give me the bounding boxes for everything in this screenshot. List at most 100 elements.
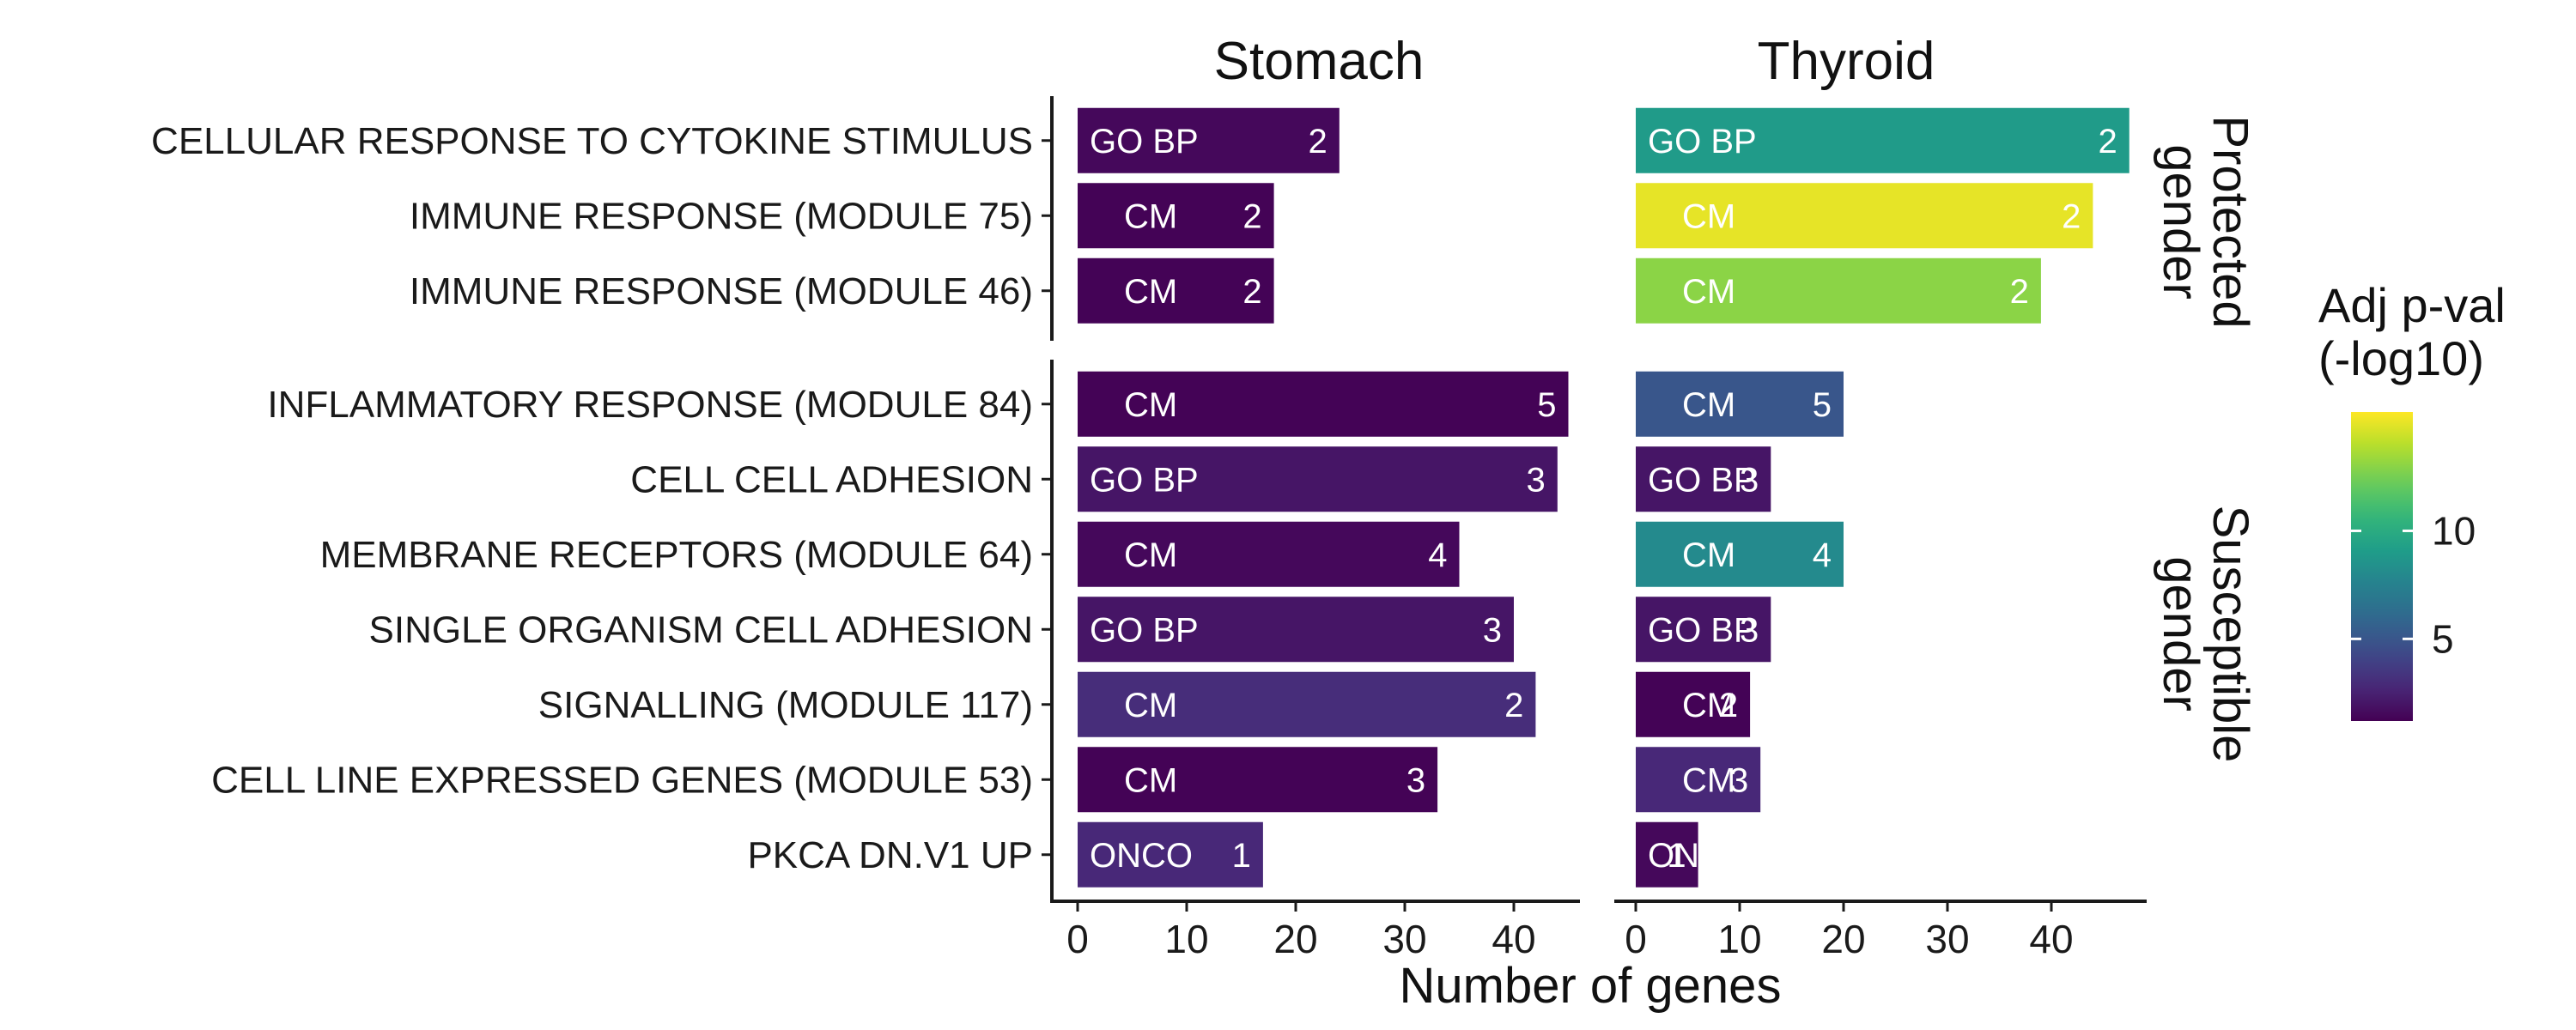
bar-type-label-stomach-cellular-response-to-cytokine-stimulus: GO BP <box>1090 123 1199 161</box>
bar-count-label-thyroid-cellular-response-to-cytokine-stimulus: 2 <box>2099 123 2117 161</box>
bar-type-label-thyroid-immune-response-module-46: CM <box>1682 273 1735 311</box>
category-label-membrane-receptors-module-64: MEMBRANE RECEPTORS (MODULE 64) <box>320 534 1033 576</box>
bar-thyroid-inflammatory-response-module-84 <box>1636 371 1844 437</box>
bar-count-label-thyroid-inflammatory-response-module-84: 5 <box>1813 386 1832 424</box>
strip-label-line: gender <box>2153 556 2208 712</box>
bar-type-label-thyroid-inflammatory-response-module-84: CM <box>1682 386 1735 424</box>
bar-thyroid-signalling-module-117 <box>1636 671 1751 737</box>
strip-label-line: Protected <box>2202 115 2258 328</box>
bar-stomach-single-organism-cell-adhesion <box>1078 597 1514 663</box>
bar-type-label-stomach-pkca-dn-v1-up: ONCO <box>1090 837 1193 875</box>
bar-count-label-stomach-pkca-dn-v1-up: 1 <box>1232 837 1251 875</box>
bar-thyroid-membrane-receptors-module-64 <box>1636 521 1844 587</box>
bar-type-label-stomach-single-organism-cell-adhesion: GO BP <box>1090 611 1199 649</box>
x-tick-label-stomach-0: 0 <box>1066 917 1089 961</box>
bar-type-label-thyroid-single-organism-cell-adhesion: GO BP <box>1648 611 1757 649</box>
bar-type-label-thyroid-signalling-module-117: CM <box>1682 687 1735 724</box>
bar-stomach-immune-response-module-75 <box>1078 183 1274 249</box>
facet-title-stomach: Stomach <box>1214 32 1425 91</box>
bar-count-label-stomach-immune-response-module-75: 2 <box>1242 197 1261 235</box>
bar-type-label-stomach-immune-response-module-46: CM <box>1124 273 1177 311</box>
x-tick-label-thyroid-20: 20 <box>1821 917 1865 961</box>
bar-thyroid-cellular-response-to-cytokine-stimulus <box>1636 107 2129 173</box>
bar-type-label-stomach-signalling-module-117: CM <box>1124 687 1177 724</box>
bar-count-label-thyroid-immune-response-module-46: 2 <box>2010 273 2029 311</box>
bar-count-label-thyroid-signalling-module-117: 2 <box>1719 687 1738 724</box>
bar-count-label-thyroid-cell-line-expressed-genes-module-53: 3 <box>1729 761 1748 799</box>
bar-stomach-pkca-dn-v1-up <box>1078 821 1263 888</box>
bar-thyroid-cell-cell-adhesion <box>1636 446 1771 512</box>
x-tick-label-thyroid-40: 40 <box>2029 917 2073 961</box>
bar-type-label-thyroid-cell-cell-adhesion: GO BP <box>1648 461 1757 499</box>
category-labels: CELLULAR RESPONSE TO CYTOKINE STIMULUS IM… <box>151 120 1033 876</box>
category-label-cell-cell-adhesion: CELL CELL ADHESION <box>630 458 1033 500</box>
bar-stomach-cell-line-expressed-genes-module-53 <box>1078 747 1438 813</box>
category-label-immune-response-module-46: IMMUNE RESPONSE (MODULE 46) <box>410 270 1033 312</box>
bar-count-label-stomach-immune-response-module-46: 2 <box>1242 273 1261 311</box>
legend-tick-label-10: 10 <box>2432 508 2476 553</box>
category-label-single-organism-cell-adhesion: SINGLE ORGANISM CELL ADHESION <box>369 609 1033 651</box>
colorbar-legend: Adj p-val(-log10) 5 10 <box>2318 278 2506 721</box>
x-tick-label-thyroid-0: 0 <box>1625 917 1647 961</box>
bar-stomach-signalling-module-117 <box>1078 671 1536 737</box>
bar-type-label-stomach-immune-response-module-75: CM <box>1124 197 1177 235</box>
bar-type-label-thyroid-cellular-response-to-cytokine-stimulus: GO BP <box>1648 123 1757 161</box>
bar-thyroid-single-organism-cell-adhesion <box>1636 597 1771 663</box>
legend-title-line-1: Adj p-val <box>2318 278 2506 332</box>
bar-type-label-thyroid-cell-line-expressed-genes-module-53: CM <box>1682 761 1735 799</box>
x-axis-title: Number of genes <box>1400 958 1782 1014</box>
bar-count-label-thyroid-immune-response-module-75: 2 <box>2062 197 2081 235</box>
strip-label-line: Susceptible <box>2202 506 2258 763</box>
strip-label-susceptible-gender: Susceptiblegender <box>2153 506 2258 763</box>
bar-type-label-stomach-membrane-receptors-module-64: CM <box>1124 536 1177 574</box>
axes: 0 10 20 30 40 0 10 20 30 40 <box>1042 96 2147 961</box>
bar-thyroid-immune-response-module-46 <box>1636 258 2041 324</box>
x-tick-label-stomach-10: 10 <box>1164 917 1208 961</box>
bars: GO BP 2CM 2CM 2CM 5GO BP 3CM 4GO BP 3CM 2CM 3ONCO… <box>1078 107 2129 888</box>
bar-type-label-thyroid-pkca-dn-v1-up: ONCO <box>1648 837 1751 875</box>
bar-stomach-inflammatory-response-module-84 <box>1078 371 1569 437</box>
bar-type-label-stomach-cell-line-expressed-genes-module-53: CM <box>1124 761 1177 799</box>
bar-type-label-stomach-inflammatory-response-module-84: CM <box>1124 386 1177 424</box>
x-tick-label-stomach-20: 20 <box>1273 917 1317 961</box>
bar-type-label-thyroid-immune-response-module-75: CM <box>1682 197 1735 235</box>
category-label-cellular-response-to-cytokine-stimulus: CELLULAR RESPONSE TO CYTOKINE STIMULUS <box>151 120 1033 162</box>
strip-label-line: gender <box>2153 144 2208 300</box>
category-label-inflammatory-response-module-84: INFLAMMATORY RESPONSE (MODULE 84) <box>267 384 1033 426</box>
category-label-immune-response-module-75: IMMUNE RESPONSE (MODULE 75) <box>410 195 1033 237</box>
bar-count-label-stomach-cellular-response-to-cytokine-stimulus: 2 <box>1309 123 1327 161</box>
x-tick-label-thyroid-30: 30 <box>1925 917 1969 961</box>
legend-colorbar <box>2351 412 2413 721</box>
bar-count-label-stomach-membrane-receptors-module-64: 4 <box>1428 536 1447 574</box>
bar-thyroid-cell-line-expressed-genes-module-53 <box>1636 747 1761 813</box>
bar-count-label-stomach-inflammatory-response-module-84: 5 <box>1537 386 1556 424</box>
legend-tick-label-5: 5 <box>2432 616 2454 661</box>
strip-label-protected-gender: Protectedgender <box>2153 115 2258 328</box>
facet-title-thyroid: Thyroid <box>1758 32 1935 91</box>
bar-count-label-stomach-single-organism-cell-adhesion: 3 <box>1483 611 1502 649</box>
bar-type-label-thyroid-membrane-receptors-module-64: CM <box>1682 536 1735 574</box>
legend-title-line-2: (-log10) <box>2318 331 2484 385</box>
bar-count-label-thyroid-single-organism-cell-adhesion: 3 <box>1740 611 1759 649</box>
category-label-cell-line-expressed-genes-module-53: CELL LINE EXPRESSED GENES (MODULE 53) <box>211 759 1033 801</box>
bar-type-label-stomach-cell-cell-adhesion: GO BP <box>1090 461 1199 499</box>
bar-count-label-stomach-signalling-module-117: 2 <box>1504 687 1523 724</box>
x-tick-label-stomach-30: 30 <box>1382 917 1426 961</box>
x-tick-label-stomach-40: 40 <box>1492 917 1535 961</box>
bar-count-label-thyroid-membrane-receptors-module-64: 4 <box>1813 536 1832 574</box>
bar-count-label-stomach-cell-cell-adhesion: 3 <box>1527 461 1546 499</box>
bar-count-label-thyroid-pkca-dn-v1-up: 1 <box>1667 837 1686 875</box>
bar-thyroid-pkca-dn-v1-up <box>1636 821 1698 888</box>
category-label-pkca-dn-v1-up: PKCA DN.V1 UP <box>747 834 1033 876</box>
bar-count-label-stomach-cell-line-expressed-genes-module-53: 3 <box>1406 761 1425 799</box>
bar-count-label-thyroid-cell-cell-adhesion: 3 <box>1740 461 1759 499</box>
bar-stomach-cell-cell-adhesion <box>1078 446 1558 512</box>
bar-stomach-membrane-receptors-module-64 <box>1078 521 1460 587</box>
facet-titles: Stomach Thyroid <box>1214 32 1935 91</box>
category-label-signalling-module-117: SIGNALLING (MODULE 117) <box>538 684 1033 726</box>
bar-stomach-cellular-response-to-cytokine-stimulus <box>1078 107 1340 173</box>
bar-thyroid-immune-response-module-75 <box>1636 183 2093 249</box>
x-tick-label-thyroid-10: 10 <box>1717 917 1761 961</box>
